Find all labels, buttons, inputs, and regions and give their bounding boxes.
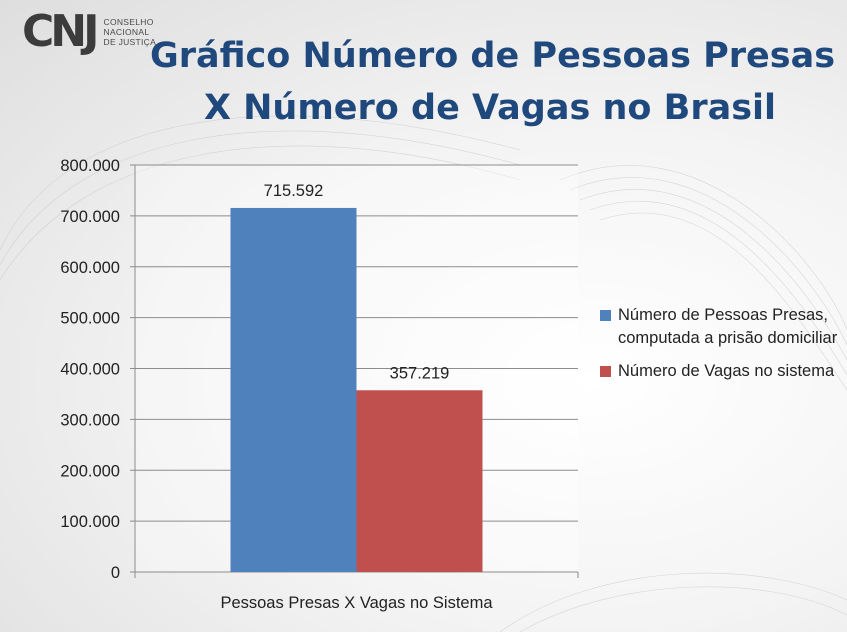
y-tick-label: 700.000 bbox=[60, 208, 120, 226]
legend-label-presos: Número de Pessoas Presas, computada a pr… bbox=[618, 306, 838, 347]
logo-mark: CNJ bbox=[22, 6, 99, 57]
logo-line-1: CONSELHO bbox=[103, 17, 154, 27]
legend-item-vagas: Número de Vagas no sistema bbox=[600, 360, 840, 383]
bar-vagas bbox=[356, 390, 483, 572]
data-label-vagas: 357.219 bbox=[390, 364, 450, 382]
chart-title: Gráfico Número de Pessoas Presas X Númer… bbox=[150, 30, 836, 134]
bar-presos bbox=[230, 207, 357, 572]
legend-swatch-vagas bbox=[600, 366, 611, 377]
legend-swatch-presos bbox=[600, 310, 611, 321]
legend-item-presos: Número de Pessoas Presas, computada a pr… bbox=[600, 304, 840, 350]
x-category-label: Pessoas Presas X Vagas no Sistema bbox=[220, 594, 493, 612]
y-tick-label: 400.000 bbox=[60, 361, 120, 379]
logo-line-3: DE JUSTIÇA bbox=[103, 37, 157, 47]
y-tick-label: 200.000 bbox=[60, 462, 120, 480]
logo-line-2: NACIONAL bbox=[103, 27, 150, 37]
chart-title-line-1: Gráfico Número de Pessoas Presas bbox=[150, 36, 836, 76]
y-tick-label: 800.000 bbox=[60, 157, 120, 175]
y-tick-label: 600.000 bbox=[60, 259, 120, 277]
data-label-presos: 715.592 bbox=[264, 182, 324, 200]
legend-label-vagas: Número de Vagas no sistema bbox=[618, 362, 835, 380]
y-tick-label: 300.000 bbox=[60, 411, 120, 429]
y-tick-label: 0 bbox=[111, 564, 120, 582]
chart-title-line-2: X Número de Vagas no Brasil bbox=[203, 88, 777, 128]
logo: CNJ CONSELHO NACIONAL DE JUSTIÇA bbox=[22, 10, 156, 54]
y-tick-label: 100.000 bbox=[60, 513, 120, 531]
chart-legend: Número de Pessoas Presas, computada a pr… bbox=[600, 304, 840, 393]
logo-text: CONSELHO NACIONAL DE JUSTIÇA bbox=[104, 17, 157, 47]
y-tick-label: 500.000 bbox=[60, 310, 120, 328]
